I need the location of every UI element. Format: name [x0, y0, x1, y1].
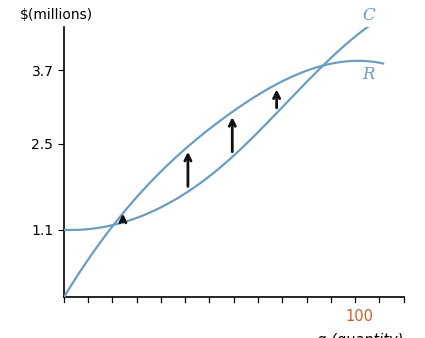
Text: 100: 100 — [346, 309, 374, 323]
Text: R: R — [363, 66, 375, 83]
Text: C: C — [363, 6, 375, 24]
Text: $(millions): $(millions) — [20, 8, 93, 22]
Text: q (quantity): q (quantity) — [317, 333, 404, 338]
